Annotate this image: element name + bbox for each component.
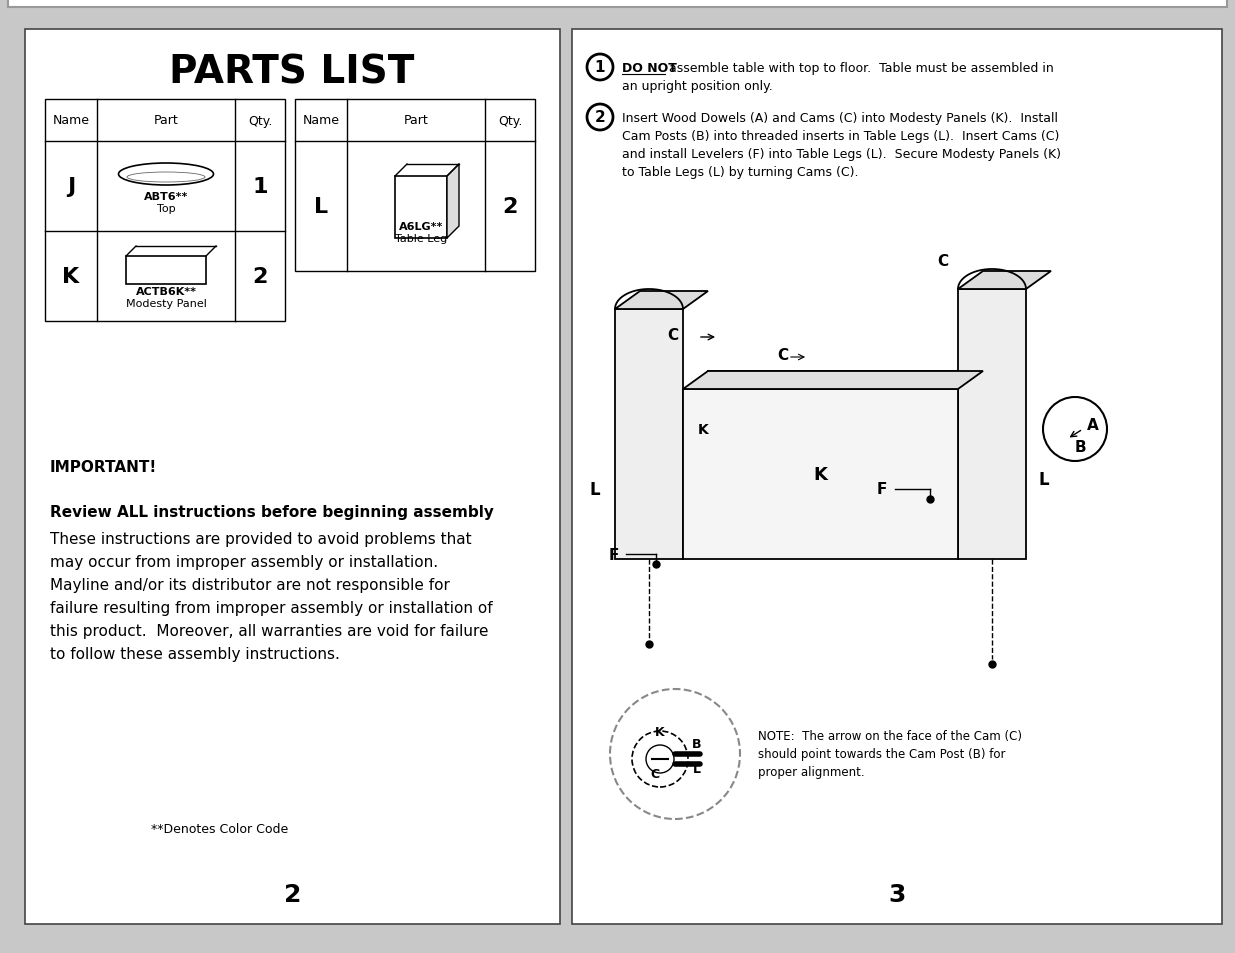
Text: 1: 1 [595,60,605,75]
Text: C: C [937,254,948,269]
Text: IMPORTANT!: IMPORTANT! [49,459,157,475]
Text: 1: 1 [252,177,268,196]
Text: to Table Legs (L) by turning Cams (C).: to Table Legs (L) by turning Cams (C). [622,166,858,179]
Bar [572,30,1221,924]
Circle shape [1044,397,1107,461]
Polygon shape [958,272,1051,290]
Text: ABT6**: ABT6** [143,192,188,202]
Text: assemble table with top to floor.  Table must be assembled in: assemble table with top to floor. Table … [664,62,1053,75]
Text: C: C [651,768,659,781]
Text: C: C [777,347,788,362]
Text: Modesty Panel: Modesty Panel [126,298,206,309]
Bar [126,256,206,285]
Text: failure resulting from improper assembly or installation of: failure resulting from improper assembly… [49,600,493,616]
Bar [295,100,535,272]
Text: A6LG**: A6LG** [399,222,443,232]
Circle shape [632,731,688,787]
Polygon shape [447,165,459,239]
Text: J: J [67,177,75,196]
Text: PARTS LIST: PARTS LIST [169,53,415,91]
Text: Name: Name [303,114,340,128]
Text: Cam Posts (B) into threaded inserts in Table Legs (L).  Insert Cams (C): Cam Posts (B) into threaded inserts in T… [622,130,1060,143]
Polygon shape [615,292,708,310]
Text: Name: Name [53,114,89,128]
Bar [683,390,958,559]
Text: Mayline and/or its distributor are not responsible for: Mayline and/or its distributor are not r… [49,578,450,593]
Polygon shape [683,372,983,390]
Text: A: A [1087,417,1099,432]
Text: NOTE:  The arrow on the face of the Cam (C): NOTE: The arrow on the face of the Cam (… [758,729,1023,742]
Text: **Denotes Color Code: **Denotes Color Code [152,822,289,836]
Text: should point towards the Cam Post (B) for: should point towards the Cam Post (B) fo… [758,747,1005,760]
Text: 2: 2 [594,111,605,126]
Text: B: B [693,738,701,751]
Text: F: F [609,547,619,562]
Text: K: K [813,465,827,483]
Bar [44,100,285,322]
Bar [25,30,559,924]
Ellipse shape [119,164,214,186]
Text: 2: 2 [503,196,517,216]
Text: Part: Part [153,114,178,128]
Circle shape [587,105,613,131]
Text: may occur from improper assembly or installation.: may occur from improper assembly or inst… [49,555,438,569]
Text: These instructions are provided to avoid problems that: These instructions are provided to avoid… [49,532,472,546]
Text: 3: 3 [888,882,905,906]
Text: K: K [63,267,79,287]
Text: 2: 2 [284,882,301,906]
Text: L: L [589,480,600,498]
Text: ACTB6K**: ACTB6K** [136,287,196,296]
Text: C: C [667,327,678,342]
Text: DO NOT: DO NOT [622,62,677,75]
Text: B: B [1074,440,1086,455]
Text: L: L [693,762,701,776]
Circle shape [646,745,674,773]
Bar [708,372,983,541]
Circle shape [610,689,740,820]
Bar [958,290,1026,559]
Text: Qty.: Qty. [248,114,272,128]
Text: proper alignment.: proper alignment. [758,765,864,779]
Text: F: F [877,482,887,497]
Circle shape [587,55,613,81]
Text: 2: 2 [252,267,268,287]
Bar [615,310,683,559]
Text: Table Leg: Table Leg [395,233,447,244]
Text: L: L [1039,471,1050,489]
Text: L: L [314,196,329,216]
Text: Part: Part [404,114,429,128]
Text: to follow these assembly instructions.: to follow these assembly instructions. [49,646,340,661]
Text: an upright position only.: an upright position only. [622,80,773,92]
Text: and install Levelers (F) into Table Legs (L).  Secure Modesty Panels (K): and install Levelers (F) into Table Legs… [622,148,1061,161]
Text: Qty.: Qty. [498,114,522,128]
Text: K: K [656,726,664,739]
Text: Insert Wood Dowels (A) and Cams (C) into Modesty Panels (K).  Install: Insert Wood Dowels (A) and Cams (C) into… [622,112,1058,125]
Text: .: . [445,504,450,519]
Text: K: K [698,422,709,436]
Bar [395,177,447,239]
Text: Review ALL instructions before beginning assembly: Review ALL instructions before beginning… [49,504,494,519]
Text: Top: Top [157,204,175,213]
Text: this product.  Moreover, all warranties are void for failure: this product. Moreover, all warranties a… [49,623,489,639]
